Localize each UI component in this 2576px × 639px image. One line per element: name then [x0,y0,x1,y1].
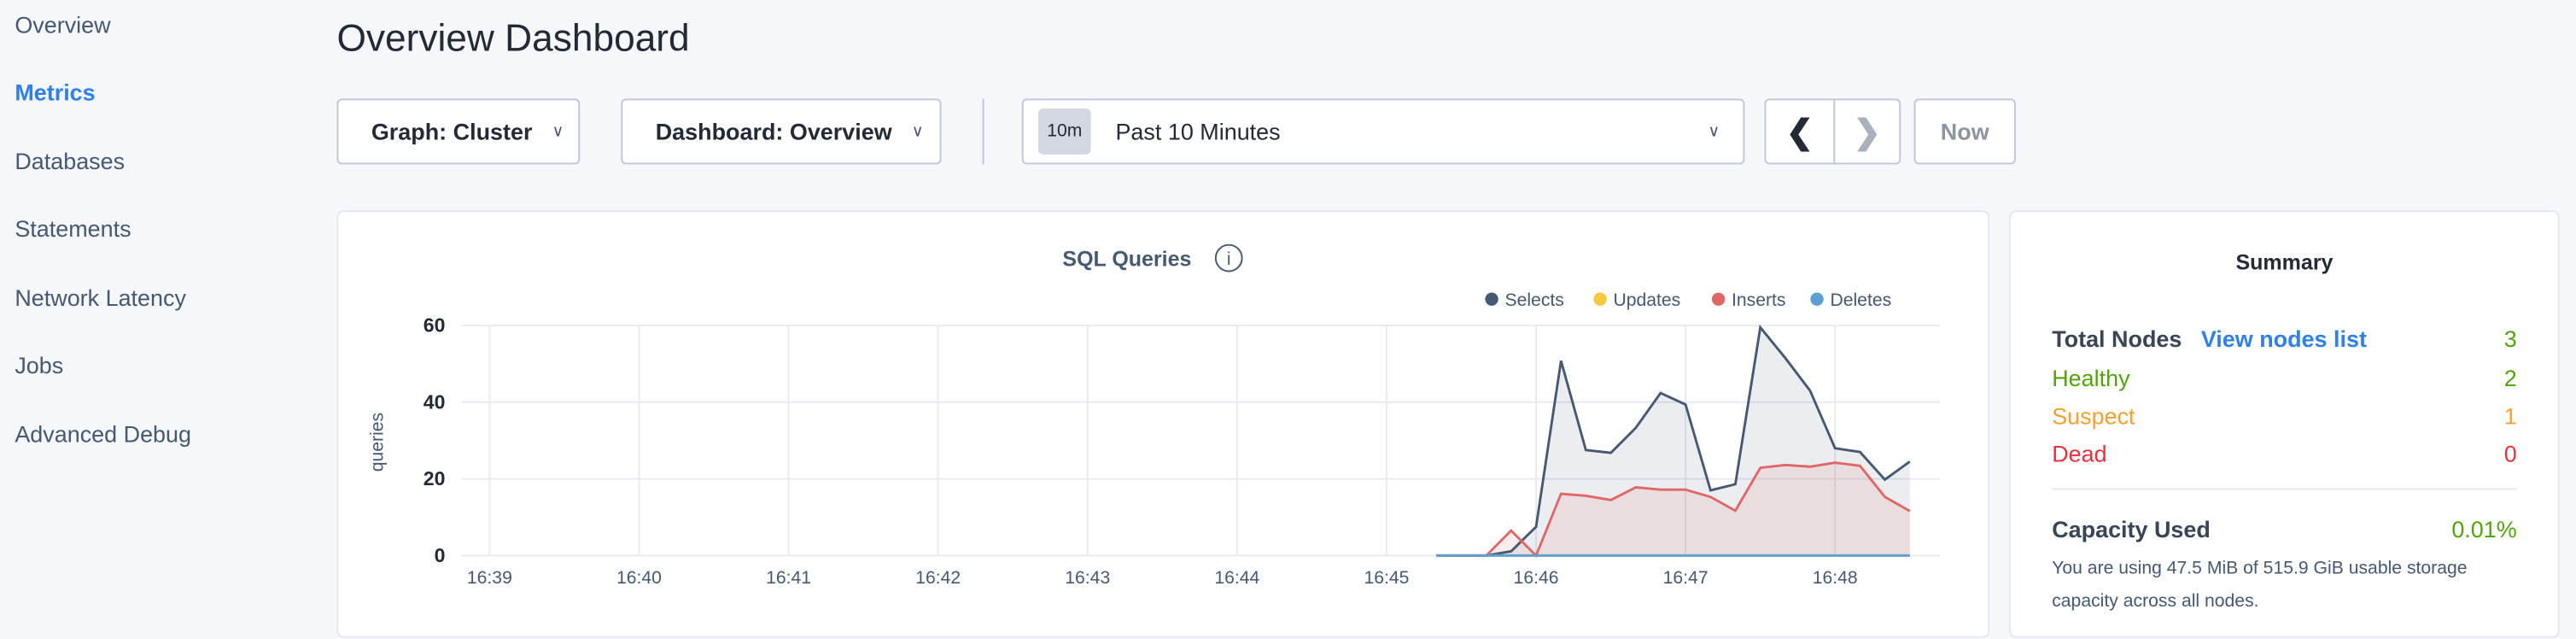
sidebar-item-overview[interactable]: Overview [15,11,111,38]
next-button[interactable]: ❯ [1835,100,1899,162]
chevron-down-icon: ∨ [552,122,564,141]
sidebar-item-jobs[interactable]: Jobs [15,351,64,378]
line-selects [1436,324,1911,557]
area-inserts [1436,462,1910,556]
view-nodes-list-link[interactable]: View nodes list [2200,325,2367,352]
dashboard-dropdown-label: Dashboard: Overview [655,118,892,145]
legend-label-selects: Selects [1504,290,1563,310]
line-inserts [1436,461,1911,558]
x-tick-label: 16:41 [766,568,811,588]
summary-divider [2052,488,2517,490]
legend-swatch-selects [1485,292,1498,306]
graph-dropdown[interactable]: Graph: Cluster ∨ [336,98,581,165]
x-tick-label: 16:46 [1514,568,1559,588]
legend-swatch-updates [1593,292,1607,306]
y-tick-label: 0 [435,544,446,566]
chevron-down-icon: ∨ [1708,122,1720,141]
time-range-label: Past 10 Minutes [1115,118,1281,145]
x-tick-label: 16:42 [915,568,961,588]
summary-title: Summary [2235,249,2334,275]
sidebar-item-advanced-debug[interactable]: Advanced Debug [15,420,192,448]
y-tick-label: 40 [423,390,446,413]
x-tick-label: 16:40 [616,568,662,588]
x-tick-label: 16:39 [467,568,512,588]
area-selects [1436,327,1910,556]
time-badge: 10m [1038,108,1091,155]
suspect-label: Suspect [2052,402,2135,430]
x-tick-label: 16:48 [1813,568,1858,588]
sidebar-item-metrics[interactable]: Metrics [15,79,96,106]
graph-dropdown-label: Graph: Cluster [371,118,533,145]
chart-title: SQL Queries [1062,248,1191,272]
healthy-label: Healthy [2052,365,2130,391]
dead-label: Dead [2052,440,2107,467]
y-tick-label: 60 [423,314,446,337]
x-tick-label: 16:47 [1663,568,1709,588]
prev-button[interactable]: ❮ [1766,100,1836,163]
svg-text:i: i [1227,249,1231,269]
y-axis-label: queries [367,413,387,472]
time-range-dropdown[interactable]: 10m Past 10 Minutes ∨ [1021,98,1745,165]
summary-card: Summary Total Nodes View nodes list 3 He… [2009,210,2560,638]
dead-value: 0 [2503,440,2517,467]
total-nodes-value: 3 [2503,325,2517,352]
chevron-down-icon: ∨ [911,122,924,141]
total-nodes-label: Total Nodes [2052,325,2182,352]
legend-swatch-deletes [1810,292,1824,306]
healthy-value: 2 [2503,365,2517,391]
sidebar-item-statements[interactable]: Statements [15,215,131,242]
capacity-label: Capacity Used [2052,516,2211,542]
dashboard-dropdown[interactable]: Dashboard: Overview ∨ [621,98,942,165]
info-icon[interactable]: i [1214,243,1243,273]
capacity-description: You are using 47.5 MiB of 515.9 GiB usab… [2052,559,2468,612]
legend-label-inserts: Inserts [1732,290,1786,310]
now-button[interactable]: Now [1913,98,2016,165]
sidebar-item-network-latency[interactable]: Network Latency [15,284,186,311]
x-tick-label: 16:45 [1364,568,1409,588]
sql-queries-chart-card: SQL Queries i queries 0 20 40 60 16:39 16:40 1… [336,210,1990,638]
time-nav-group: ❮ ❯ [1764,98,1901,165]
suspect-value: 1 [2503,402,2517,430]
chevron-right-icon: ❯ [1853,114,1881,151]
page-title: Overview Dashboard [336,16,690,60]
toolbar-divider [982,98,984,165]
legend-swatch-inserts [1711,292,1726,306]
capacity-value: 0.01% [2451,516,2517,542]
sql-queries-chart: SQL Queries i queries 0 20 40 60 16:39 16:40 1… [367,243,1941,588]
legend-label-deletes: Deletes [1830,290,1891,310]
x-tick-label: 16:43 [1065,568,1110,588]
chevron-left-icon: ❮ [1785,114,1814,151]
sidebar-item-databases[interactable]: Databases [15,148,126,174]
legend-label-updates: Updates [1613,290,1680,310]
x-tick-label: 16:44 [1214,568,1259,588]
y-tick-label: 20 [423,467,446,490]
